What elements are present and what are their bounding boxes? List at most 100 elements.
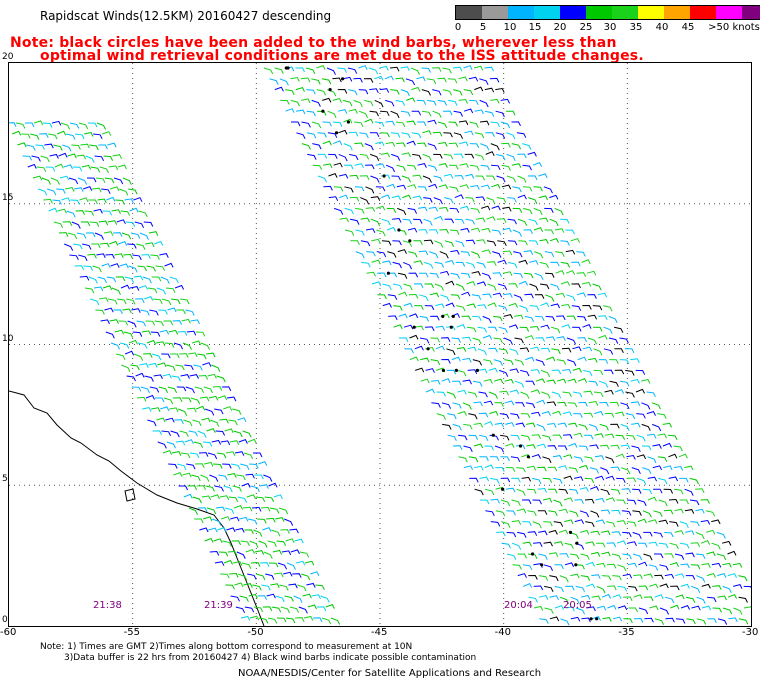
colorbar-swatch [664,6,690,19]
wind-barb [533,605,544,611]
wind-barb [145,394,155,400]
wind-barb [532,161,543,167]
contamination-circle [589,617,593,621]
wind-barb [580,575,591,581]
wind-barb [75,210,86,215]
wind-barb [364,99,374,107]
wind-barb [491,164,501,171]
wind-barb [479,120,490,126]
colorbar-swatch [638,6,664,19]
wind-barb [42,122,53,128]
wind-barb [570,596,580,604]
contamination-circle [412,325,416,329]
wind-barb [659,542,669,549]
wind-barb [623,618,633,624]
wind-barb [626,499,637,505]
wind-barb [417,142,427,148]
wind-barb [310,571,320,577]
wind-barb [154,240,164,246]
wind-barb [471,271,481,276]
wind-barb [305,67,316,75]
wind-barb [642,467,652,475]
wind-barb [143,353,153,358]
wind-barb [674,508,684,514]
wind-barb [554,228,565,233]
wind-barb [192,419,202,427]
wind-barb [306,89,316,95]
wind-barb [440,337,451,342]
wind-barb [406,120,416,126]
lon-tick-label: -30 [742,627,759,638]
wind-barb [91,243,101,249]
wind-barb [461,272,471,279]
wind-barb [195,331,206,337]
wind-barb [484,464,494,470]
wind-barb [500,499,511,507]
wind-barb [171,298,181,305]
wind-barb [526,422,536,428]
colorbar-label: 25 [579,22,593,33]
wind-barb [284,595,294,602]
wind-barb [267,540,277,547]
wind-barb [382,260,392,266]
wind-barb [615,411,625,417]
wind-barb [424,305,435,311]
wind-barb [234,451,245,456]
wind-barb [449,186,459,193]
wind-barb [461,315,472,321]
wind-barb [116,219,126,225]
wind-barb [541,434,552,442]
wind-barb [481,249,492,255]
wind-barb [342,76,353,82]
wind-barb [609,401,620,407]
wind-barb [485,132,495,137]
wind-barb [468,413,478,420]
wind-barb [376,251,387,258]
wind-barb [604,389,614,395]
wind-barb [395,99,406,106]
wind-barb [635,388,645,394]
wind-barb [636,434,646,442]
wind-barb [664,573,675,579]
wind-barb [95,177,106,184]
colorbar-label: 30 [603,22,617,33]
wind-barb [695,553,706,559]
wind-barb [653,531,664,538]
wind-barb [707,618,717,624]
wind-barb [181,318,191,324]
wind-barb [556,315,566,321]
wind-barb [592,305,603,311]
wind-barb [90,166,101,173]
wind-barb [716,531,726,539]
wind-barb [364,118,374,124]
wind-barb [558,488,569,495]
wind-barb [457,369,467,377]
wind-barb [136,396,147,402]
wind-barb [502,227,512,233]
wind-barb [738,575,748,582]
wind-barb [359,132,369,139]
wind-barb [533,227,544,232]
wind-barb [215,506,226,512]
wind-barb [657,456,668,462]
wind-barb [400,66,410,72]
wind-barb [105,331,115,339]
wind-barb [57,208,67,214]
wind-barb [573,413,583,418]
wind-barb [353,99,363,108]
wind-barb [75,133,85,140]
contamination-circle [451,314,455,318]
wind-barb [500,456,510,462]
wind-barb [439,206,449,212]
wind-barb [253,452,263,458]
wind-barb [311,121,322,129]
wind-barb [584,498,595,504]
wind-barb [649,605,659,611]
wind-barb [235,527,245,533]
wind-barb [680,542,690,549]
wind-barb [654,594,664,600]
wind-barb [599,444,610,450]
wind-barb [421,67,431,73]
wind-barb [358,89,369,95]
wind-barb [506,132,516,140]
